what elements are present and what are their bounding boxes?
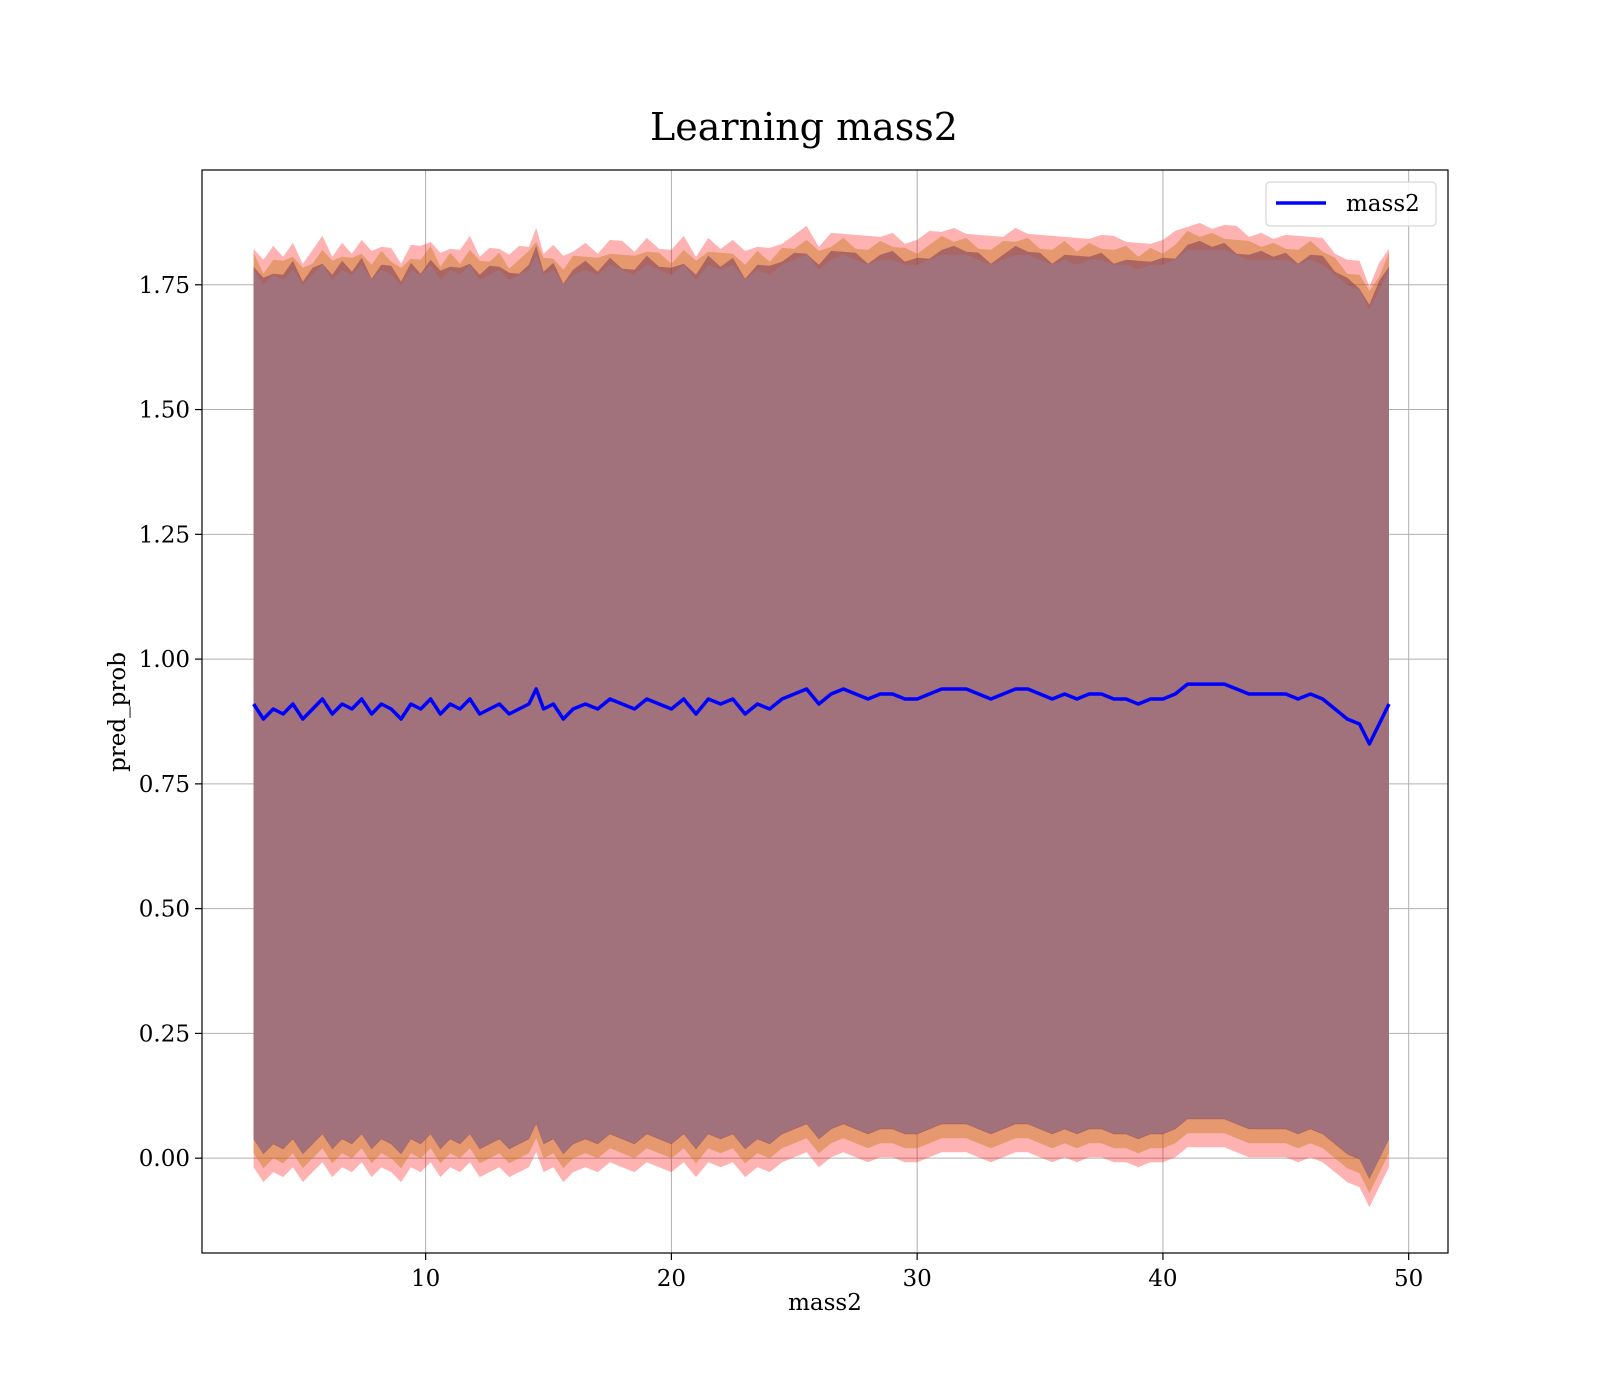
y-tick-label: 0.75 bbox=[139, 772, 190, 798]
y-tick-label: 0.25 bbox=[139, 1021, 190, 1047]
y-tick-label: 0.50 bbox=[139, 897, 190, 923]
series-line-mass2 bbox=[252, 682, 1391, 746]
chart-title: Learning mass2 bbox=[650, 105, 958, 149]
band-body bbox=[253, 249, 1390, 1179]
x-tick-label: 10 bbox=[411, 1266, 440, 1292]
plot-frame bbox=[201, 169, 1449, 1254]
y-axis-label: pred_prob bbox=[105, 652, 131, 772]
y-tick-label: 1.00 bbox=[139, 647, 190, 673]
uncertainty-bands bbox=[253, 222, 1390, 1208]
x-tick-label: 20 bbox=[657, 1266, 686, 1292]
legend-label-mass2: mass2 bbox=[1346, 191, 1420, 217]
y-axis-ticks: 0.00 0.25 0.50 0.75 1.00 1.25 1.50 1.75 bbox=[139, 273, 202, 1172]
y-tick-label: 1.25 bbox=[139, 522, 190, 548]
y-tick-label: 1.50 bbox=[139, 398, 190, 424]
x-axis-ticks: 10 20 30 40 50 bbox=[411, 1253, 1423, 1292]
y-tick-label: 1.75 bbox=[139, 273, 190, 299]
legend: mass2 bbox=[1265, 181, 1437, 227]
x-tick-label: 50 bbox=[1394, 1266, 1423, 1292]
series-lines bbox=[252, 682, 1391, 746]
x-tick-label: 30 bbox=[903, 1266, 932, 1292]
x-tick-label: 40 bbox=[1148, 1266, 1177, 1292]
y-tick-label: 0.00 bbox=[139, 1146, 190, 1172]
legend-box bbox=[1265, 181, 1437, 227]
x-axis-label: mass2 bbox=[788, 1290, 862, 1316]
